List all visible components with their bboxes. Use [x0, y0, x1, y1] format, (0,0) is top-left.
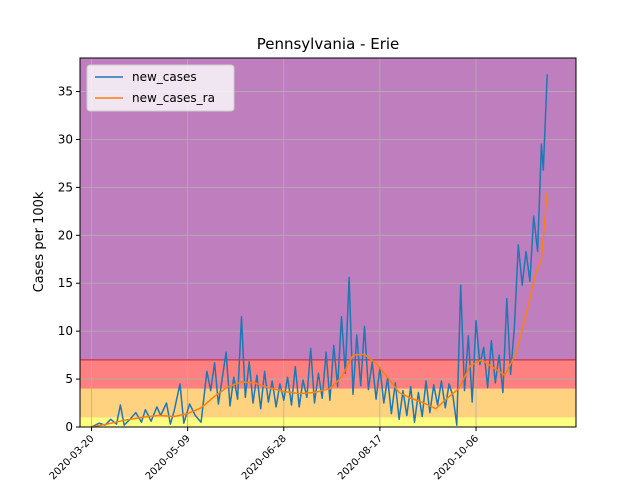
plot-area: 0 5 10 15 20 25 30 35 2020-03-20 2020-05-09 2020-0…: [48, 57, 577, 480]
risk-band-0: [80, 417, 576, 427]
x-tick-label: 2020-08-17: [336, 433, 385, 480]
legend: new_cases new_cases_ra: [86, 64, 235, 112]
x-tick-label: 2020-10-06: [432, 433, 481, 480]
legend-box: [86, 64, 235, 112]
x-tick-label: 2020-06-28: [240, 433, 289, 480]
y-tick-label: 35: [58, 85, 73, 99]
axes-frame: [79, 57, 577, 428]
y-axis-label: Cases per 100k: [32, 191, 47, 292]
y-tick-label: 30: [58, 132, 73, 146]
chart-title: Pennsylvania - Erie: [257, 35, 400, 53]
y-tick-label: 5: [65, 372, 73, 386]
x-tick-label: 2020-05-09: [144, 433, 193, 480]
y-tick-label: 10: [58, 324, 73, 338]
y-tick-label: 20: [58, 228, 73, 242]
y-tick-label: 0: [65, 420, 73, 434]
series-line-new_cases_ra: [91, 192, 548, 428]
y-tick-label: 25: [58, 180, 73, 194]
x-tick-label: 2020-03-20: [48, 433, 97, 480]
y-tick-label: 15: [58, 276, 73, 290]
legend-label-new_cases: new_cases: [132, 70, 197, 84]
legend-label-new_cases_ra: new_cases_ra: [132, 91, 215, 105]
